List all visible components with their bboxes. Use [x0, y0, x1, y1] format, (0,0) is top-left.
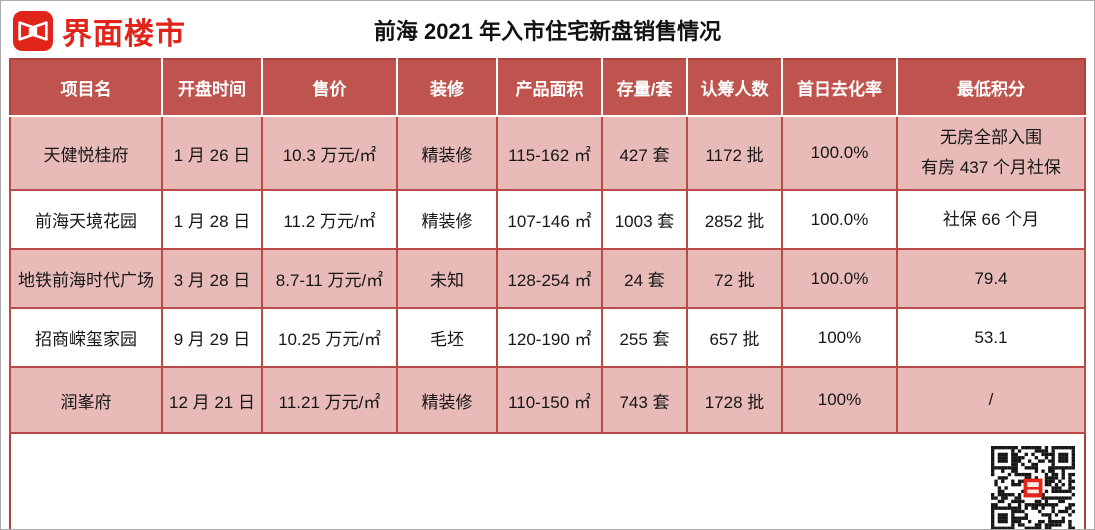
col-header-subscribers: 认筹人数 [686, 59, 782, 117]
table-row: 前海天境花园 1 月 28 日 11.2 万元/㎡ 精装修 107-146 ㎡ … [9, 189, 1086, 250]
cell-open-date: 3 月 28 日 [161, 248, 263, 309]
cell-open-date: 1 月 28 日 [161, 189, 263, 250]
col-header-price: 售价 [261, 59, 397, 117]
footer-row [10, 432, 1085, 529]
cell-area: 107-146 ㎡ [496, 189, 603, 250]
brand-name: 界面楼市 [62, 18, 186, 51]
cell-decoration: 毛坯 [396, 307, 498, 368]
col-header-first-day-rate: 首日去化率 [781, 59, 897, 117]
cell-decoration: 精装修 [396, 366, 498, 434]
cell-project: 地铁前海时代广场 [9, 248, 163, 309]
cell-first-day-rate: 100.0% [781, 189, 898, 250]
cell-project: 前海天境花园 [9, 189, 163, 250]
cell-price: 8.7-11 万元/㎡ [261, 248, 398, 309]
cell-open-date: 12 月 21 日 [161, 366, 263, 434]
table-row: 招商嵘玺家园 9 月 29 日 10.25 万元/㎡ 毛坯 120-190 ㎡ … [9, 307, 1086, 368]
cell-min-points: 无房全部入围 有房 437 个月社保 [896, 115, 1086, 191]
header-row: 项目名 开盘时间 售价 装修 产品面积 存量/套 认筹人数 首日去化率 最低积分 [9, 59, 1085, 117]
cell-price: 11.2 万元/㎡ [261, 189, 398, 250]
cell-first-day-rate: 100.0% [781, 248, 898, 309]
cell-subscribers: 2852 批 [686, 189, 783, 250]
cell-first-day-rate: 100% [781, 366, 898, 434]
cell-subscribers: 1172 批 [686, 115, 783, 191]
sales-table: 项目名 开盘时间 售价 装修 产品面积 存量/套 认筹人数 首日去化率 最低积分… [9, 58, 1086, 529]
cell-min-points: 社保 66 个月 [896, 189, 1086, 250]
table-row: 润峯府 12 月 21 日 11.21 万元/㎡ 精装修 110-150 ㎡ 7… [9, 366, 1086, 434]
cell-decoration: 精装修 [396, 115, 498, 191]
cell-min-points: 53.1 [896, 307, 1086, 368]
cell-subscribers: 1728 批 [686, 366, 783, 434]
cell-stock: 743 套 [601, 366, 688, 434]
qr-cell [10, 432, 1085, 529]
cell-open-date: 9 月 29 日 [161, 307, 263, 368]
cell-project: 润峯府 [9, 366, 163, 434]
cell-stock: 24 套 [601, 248, 688, 309]
masthead: 界面楼市 前海 2021 年入市住宅新盘销售情况 [1, 1, 1094, 58]
cell-min-points: / [896, 366, 1086, 434]
brand: 界面楼市 [13, 9, 186, 53]
cell-area: 115-162 ㎡ [496, 115, 603, 191]
table-row: 地铁前海时代广场 3 月 28 日 8.7-11 万元/㎡ 未知 128-254… [9, 248, 1086, 309]
cell-first-day-rate: 100% [781, 307, 898, 368]
page-title: 前海 2021 年入市住宅新盘销售情况 [373, 18, 722, 44]
cell-first-day-rate: 100.0% [781, 115, 898, 191]
cell-stock: 427 套 [601, 115, 688, 191]
cell-area: 120-190 ㎡ [496, 307, 603, 368]
cell-price: 10.25 万元/㎡ [261, 307, 398, 368]
cell-price: 10.3 万元/㎡ [261, 115, 398, 191]
table-row: 天健悦桂府 1 月 26 日 10.3 万元/㎡ 精装修 115-162 ㎡ 4… [9, 115, 1086, 191]
qr-code [991, 446, 1075, 529]
col-header-min-points: 最低积分 [896, 59, 1085, 117]
cell-decoration: 精装修 [396, 189, 498, 250]
col-header-stock: 存量/套 [601, 59, 687, 117]
col-header-project: 项目名 [9, 59, 162, 117]
col-header-decoration: 装修 [396, 59, 497, 117]
cell-decoration: 未知 [396, 248, 498, 309]
cell-subscribers: 657 批 [686, 307, 783, 368]
cell-min-points: 79.4 [896, 248, 1086, 309]
cell-price: 11.21 万元/㎡ [261, 366, 398, 434]
cell-area: 110-150 ㎡ [496, 366, 603, 434]
cell-project: 招商嵘玺家园 [9, 307, 163, 368]
jiemian-logo-icon [13, 11, 53, 51]
col-header-area: 产品面积 [496, 59, 602, 117]
cell-project: 天健悦桂府 [9, 115, 163, 191]
cell-subscribers: 72 批 [686, 248, 783, 309]
cell-area: 128-254 ㎡ [496, 248, 603, 309]
cell-stock: 1003 套 [601, 189, 688, 250]
qr-wrap [11, 446, 1084, 529]
col-header-open-date: 开盘时间 [161, 59, 262, 117]
cell-stock: 255 套 [601, 307, 688, 368]
cell-open-date: 1 月 26 日 [161, 115, 263, 191]
